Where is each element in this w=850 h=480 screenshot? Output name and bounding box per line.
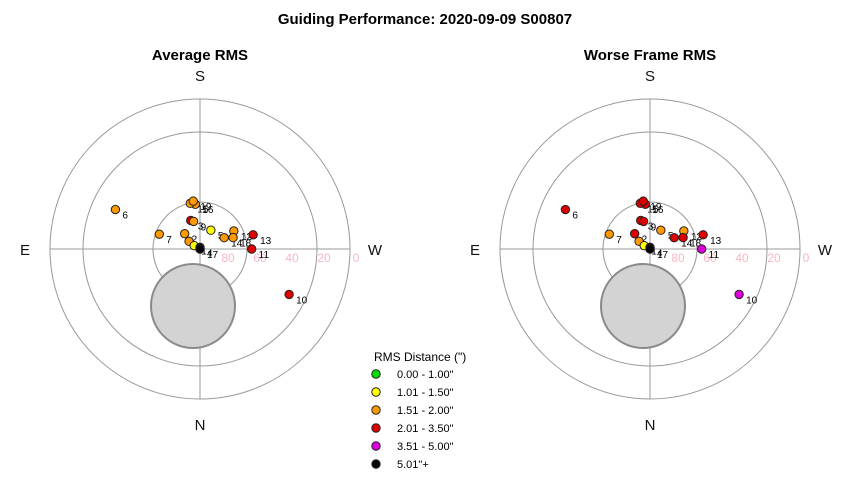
data-point [179,228,190,239]
legend-item-label: 3.51 - 5.00" [397,441,454,453]
cardinal-e: E [20,242,30,259]
data-point [669,233,679,243]
data-point [284,289,294,300]
elevation-tick-label: 0 [353,251,360,265]
data-point-label: 13 [710,236,722,247]
data-point-label: 1 [201,247,207,258]
data-point-label: 18 [690,239,702,250]
elevation-tick-label: 40 [285,251,299,265]
legend-swatch [371,387,381,397]
data-point [188,216,199,227]
cardinal-s: S [195,68,205,85]
data-point-label: 19 [650,202,662,213]
data-point-label: 12 [691,232,703,243]
data-point-label: 13 [260,236,272,247]
obstruction-circle [150,263,236,349]
data-point-label: 11 [259,250,270,261]
data-point [206,225,216,235]
data-point [656,225,666,235]
data-point [110,204,121,215]
data-point [645,244,655,254]
data-point [154,229,164,239]
legend-item-label: 0.00 - 1.00" [397,369,454,381]
data-point [248,230,258,240]
data-point-label: 6 [572,211,578,222]
worse-frame-rms-title: Worse Frame RMS [584,47,716,64]
obstruction-circle [600,263,686,349]
elevation-tick-label: 0 [803,251,810,265]
data-point-label: 9 [201,222,207,233]
data-point-label: 14 [231,239,243,250]
data-point-label: 15 [647,204,659,215]
data-point [734,289,744,300]
data-point-label: 1 [651,247,657,258]
data-point [228,232,238,243]
elevation-tick-label: 80 [671,251,685,265]
data-point [604,229,614,239]
data-point-label: 14 [681,239,693,250]
data-point-label: 9 [651,222,657,233]
data-point-label: 19 [200,202,212,213]
data-point-label: 15 [197,204,209,215]
legend-item-label: 1.51 - 2.00" [397,405,454,417]
elevation-tick-label: 20 [317,251,331,265]
data-point-label: 16 [652,205,664,216]
figure-title: Guiding Performance: 2020-09-09 S00807 [278,11,572,28]
legend-item-label: 1.01 - 1.50" [397,387,454,399]
data-point-label: 7 [166,235,172,246]
legend-swatch [371,423,381,433]
data-point-label: 3 [648,221,654,232]
data-point [560,204,571,215]
data-point [219,233,229,243]
data-point-label: 7 [616,235,622,246]
data-point-label: 4 [207,248,213,259]
data-point-label: 10 [296,295,308,306]
rms-legend: RMS Distance (") 0.00 - 1.00" 1.01 - 1.50… [371,350,466,471]
elevation-tick-label: 80 [221,251,235,265]
legend-swatch [371,459,381,469]
data-point [246,244,257,254]
data-point [629,228,640,239]
elevation-tick-label: 60 [703,251,717,265]
legend-swatch [371,369,381,379]
elevation-tick-label: 20 [767,251,781,265]
cardinal-w: W [818,242,833,259]
cardinal-w: W [368,242,383,259]
cardinal-s: S [645,68,655,85]
data-point [698,230,708,240]
data-point-label: 10 [746,295,758,306]
average-rms-panel: Average RMS SNEW806040200616151939725121… [20,47,383,434]
legend-swatch [371,405,381,415]
data-point-label: 2 [192,235,198,246]
legend-title: RMS Distance (") [374,350,466,364]
data-point [638,216,649,227]
data-point-label: 3 [198,221,204,232]
data-point-label: 17 [207,250,219,261]
legend-item-label: 5.01"+ [397,459,429,471]
data-point [188,196,198,206]
elevation-tick-label: 40 [735,251,749,265]
data-point-label: 4 [657,248,663,259]
data-point-label: 17 [657,250,669,261]
data-point [678,232,688,243]
data-point [195,244,205,254]
average-rms-title: Average RMS [152,47,248,64]
cardinal-n: N [195,417,206,434]
data-point-label: 11 [709,250,720,261]
cardinal-e: E [470,242,480,259]
data-point-label: 16 [202,205,214,216]
legend-item-label: 2.01 - 3.50" [397,423,454,435]
elevation-tick-label: 60 [253,251,267,265]
data-point-label: 2 [642,235,648,246]
data-point [696,244,707,254]
data-point-label: 6 [122,211,128,222]
data-point-label: 12 [241,232,253,243]
data-point [638,196,648,206]
data-point-label: 18 [240,239,252,250]
cardinal-n: N [645,417,656,434]
legend-swatch [371,441,381,451]
